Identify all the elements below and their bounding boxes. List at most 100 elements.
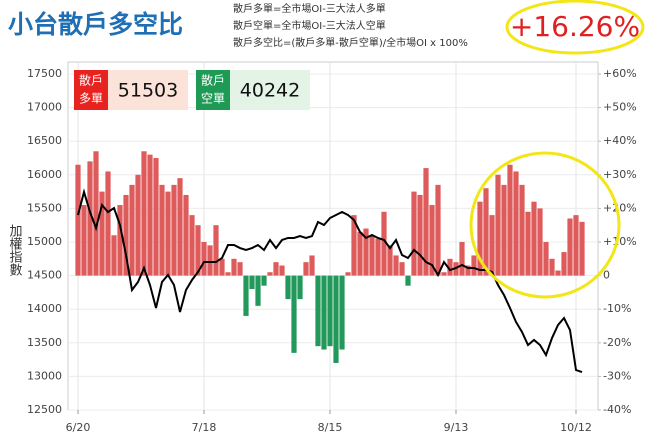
position-badge	[74, 70, 108, 110]
bar	[255, 275, 261, 306]
bar	[309, 255, 315, 276]
bar	[549, 258, 555, 276]
position-label: 散戶	[201, 73, 225, 88]
highlight-ellipse	[505, 0, 645, 55]
bar	[177, 178, 183, 276]
position-label: 空單	[201, 92, 225, 106]
bar	[285, 275, 291, 300]
y2-tick-label: +30%	[603, 168, 637, 181]
x-tick-label: 9/13	[444, 421, 469, 434]
bar	[165, 191, 171, 276]
bar	[393, 255, 399, 276]
y2-tick-label: +60%	[603, 67, 637, 80]
highlight-ellipse	[469, 151, 621, 299]
y-tick-label: 14000	[27, 302, 62, 315]
bar	[435, 184, 441, 276]
bar	[555, 270, 561, 276]
bar	[567, 218, 573, 276]
bar	[123, 194, 129, 276]
x-tick-label: 10/12	[560, 421, 592, 434]
chart-title: 小台散戶多空比	[8, 10, 183, 39]
bar	[441, 272, 447, 276]
bar	[507, 164, 513, 276]
bar	[339, 275, 345, 350]
bar	[303, 262, 309, 276]
y-tick-label: 15500	[27, 201, 62, 214]
bar	[525, 211, 531, 276]
bar	[189, 215, 195, 276]
y2-tick-label: -30%	[603, 369, 631, 382]
bar	[345, 272, 351, 276]
bar	[537, 208, 543, 276]
bar	[489, 215, 495, 276]
bar	[513, 171, 519, 276]
bar	[249, 275, 255, 290]
y-tick-label: 15000	[27, 235, 62, 248]
bar	[315, 275, 321, 347]
bar	[81, 205, 87, 276]
bar	[429, 205, 435, 276]
position-value: 40242	[240, 80, 300, 102]
bar	[171, 184, 177, 276]
y-tick-label: 13500	[27, 336, 62, 349]
y-tick-label: 17500	[27, 67, 62, 80]
bar	[357, 231, 363, 276]
y-tick-label: 16500	[27, 134, 62, 147]
bar	[261, 275, 267, 286]
bar	[483, 188, 489, 276]
bar	[447, 258, 453, 276]
position-box	[230, 70, 310, 110]
x-tick-label: 7/18	[192, 421, 217, 434]
y-tick-label: 14500	[27, 269, 62, 282]
bar	[273, 262, 279, 276]
annotation: 散戶多空比=(散戶多單-散戶空單)/全市場OI x 100%	[233, 36, 468, 49]
plot: 12500 13000 13500 14000 14500 15000 15500 16000…	[27, 62, 637, 434]
bar	[159, 184, 165, 276]
bar	[291, 275, 297, 353]
bar	[267, 272, 273, 276]
bar	[363, 228, 369, 276]
y-tick-label: 12500	[27, 403, 62, 416]
bar	[405, 275, 411, 286]
bar	[321, 275, 327, 350]
position-box	[108, 70, 188, 110]
bar	[195, 225, 201, 276]
y2-tick-label: +50%	[603, 101, 637, 114]
bar	[471, 255, 477, 276]
bar	[147, 154, 153, 276]
bar	[231, 258, 237, 276]
bar	[333, 275, 339, 363]
bar	[573, 215, 579, 276]
bar	[297, 275, 303, 300]
x-tick-label: 6/20	[66, 421, 91, 434]
annotation: 散戶空單=全市場OI-三大法人空單	[233, 19, 386, 32]
bar	[279, 265, 285, 276]
bar	[129, 184, 135, 276]
bar	[207, 245, 213, 276]
bar	[141, 151, 147, 276]
bar	[225, 272, 231, 276]
bar	[111, 235, 117, 276]
bar	[369, 235, 375, 276]
y2-tick-label: +10%	[603, 235, 637, 248]
bar	[153, 158, 159, 276]
bar	[327, 275, 333, 347]
y-tick-label: 17000	[27, 101, 62, 114]
bar	[93, 151, 99, 276]
bar	[411, 191, 417, 276]
bar	[105, 171, 111, 276]
bar	[417, 194, 423, 276]
bar	[459, 242, 465, 276]
bar	[201, 242, 207, 276]
bar	[375, 238, 381, 276]
y2-tick-label: +20%	[603, 201, 637, 214]
bar	[183, 194, 189, 276]
headline: +16.26%	[510, 10, 640, 43]
position-label: 多單	[79, 92, 103, 106]
bar	[465, 265, 471, 276]
y2-tick-label: +40%	[603, 134, 637, 147]
bar	[579, 221, 585, 276]
bar	[495, 174, 501, 276]
y-tick-label: 16000	[27, 168, 62, 181]
